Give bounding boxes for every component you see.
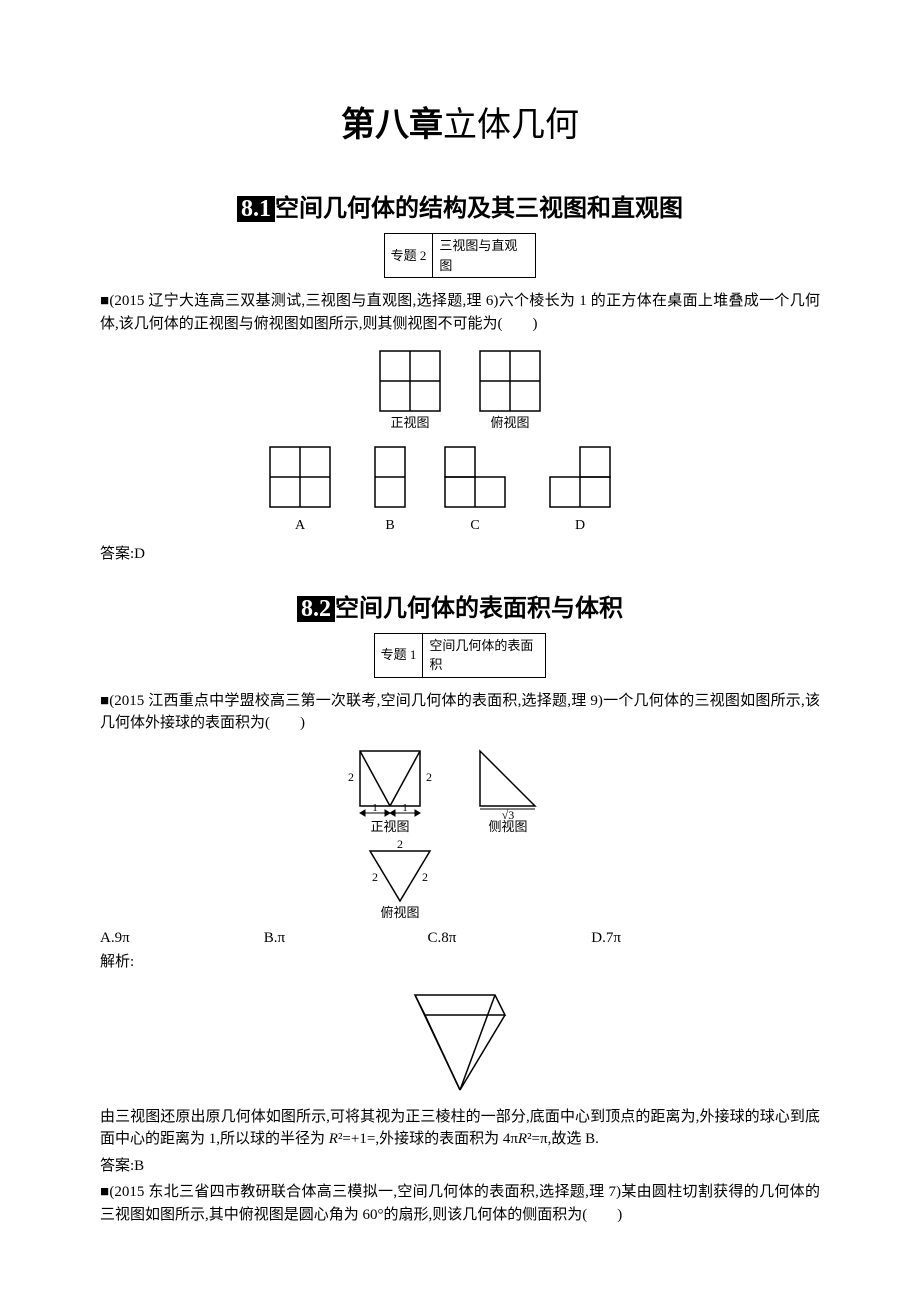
dim-1a: 1 (372, 802, 378, 814)
section-8-2-title: 8.2空间几何体的表面积与体积 (100, 591, 820, 627)
label-side-2: 侧视图 (488, 819, 527, 834)
label-top-view: 俯视图 (490, 415, 529, 430)
topic-box-8-2: 专题 1 空间几何体的表面积 (374, 633, 547, 678)
analysis-text: 由三视图还原出原几何体如图所示,可将其视为正三棱柱的一部分,底面中心到顶点的距离… (100, 1106, 820, 1151)
chapter-title: 第八章立体几何 (100, 100, 820, 151)
opt-d-2: D.7π (591, 927, 751, 950)
topic-box-8-1: 专题 2 三视图与直观图 (384, 233, 537, 278)
opt-b-2: B.π (264, 927, 424, 950)
section-8-1-text: 空间几何体的结构及其三视图和直观图 (275, 196, 683, 222)
fig-options-svg: A B C D (250, 437, 670, 537)
dim-2b: 2 (426, 770, 432, 784)
topic-label: 专题 2 (384, 234, 433, 278)
dim-side-2a: 2 (372, 870, 378, 884)
q-8-2-2-text: ■(2015 东北三省四市教研联合体高三模拟一,空间几何体的表面积,选择题,理 … (100, 1181, 820, 1226)
topic-text-2: 空间几何体的表面积 (423, 633, 546, 677)
analysis-label: 解析: (100, 951, 820, 974)
fig-8-2-svg: 2 2 1 1 √3 正视图 侧视图 2 2 2 俯视图 (330, 741, 590, 921)
opt-a-2: A.9π (100, 927, 260, 950)
answer-8-1-1: 答案:D (100, 543, 820, 566)
opt-c: C (470, 518, 479, 533)
dim-side-2b: 2 (422, 870, 428, 884)
opt-d: D (575, 518, 585, 533)
dim-top-2: 2 (397, 837, 403, 851)
section-8-2-text: 空间几何体的表面积与体积 (335, 596, 623, 622)
fig-8-1-views: 正视图 俯视图 (100, 341, 820, 431)
dim-2a: 2 (348, 770, 354, 784)
fig-8-1-options: A B C D (100, 437, 820, 537)
topic-text: 三视图与直观图 (433, 234, 536, 278)
label-front-2: 正视图 (370, 819, 409, 834)
fig-solid-svg (395, 980, 525, 1100)
fig-views-svg: 正视图 俯视图 (340, 341, 580, 431)
section-8-1-num: 8.1 (237, 196, 275, 222)
opt-c-2: C.8π (428, 927, 588, 950)
section-8-1-title: 8.1空间几何体的结构及其三视图和直观图 (100, 191, 820, 227)
topic-label-2: 专题 1 (374, 633, 423, 677)
chapter-name: 立体几何 (443, 107, 579, 144)
section-8-2-num: 8.2 (297, 596, 335, 622)
fig-8-2-solid (100, 980, 820, 1100)
label-top-2: 俯视图 (380, 905, 419, 920)
q-8-2-1-text: ■(2015 江西重点中学盟校高三第一次联考,空间几何体的表面积,选择题,理 9… (100, 690, 820, 735)
label-front-view: 正视图 (390, 415, 429, 430)
opt-b: B (385, 518, 394, 533)
opt-a: A (295, 518, 306, 533)
answer-8-2-1: 答案:B (100, 1155, 820, 1178)
q-8-1-1-text: ■(2015 辽宁大连高三双基测试,三视图与直观图,选择题,理 6)六个棱长为 … (100, 290, 820, 335)
fig-8-2-views: 2 2 1 1 √3 正视图 侧视图 2 2 2 俯视图 (100, 741, 820, 921)
dim-1b: 1 (402, 802, 408, 814)
options-8-2-1: A.9π B.π C.8π D.7π (100, 927, 820, 950)
chapter-prefix: 第八章 (341, 107, 443, 144)
